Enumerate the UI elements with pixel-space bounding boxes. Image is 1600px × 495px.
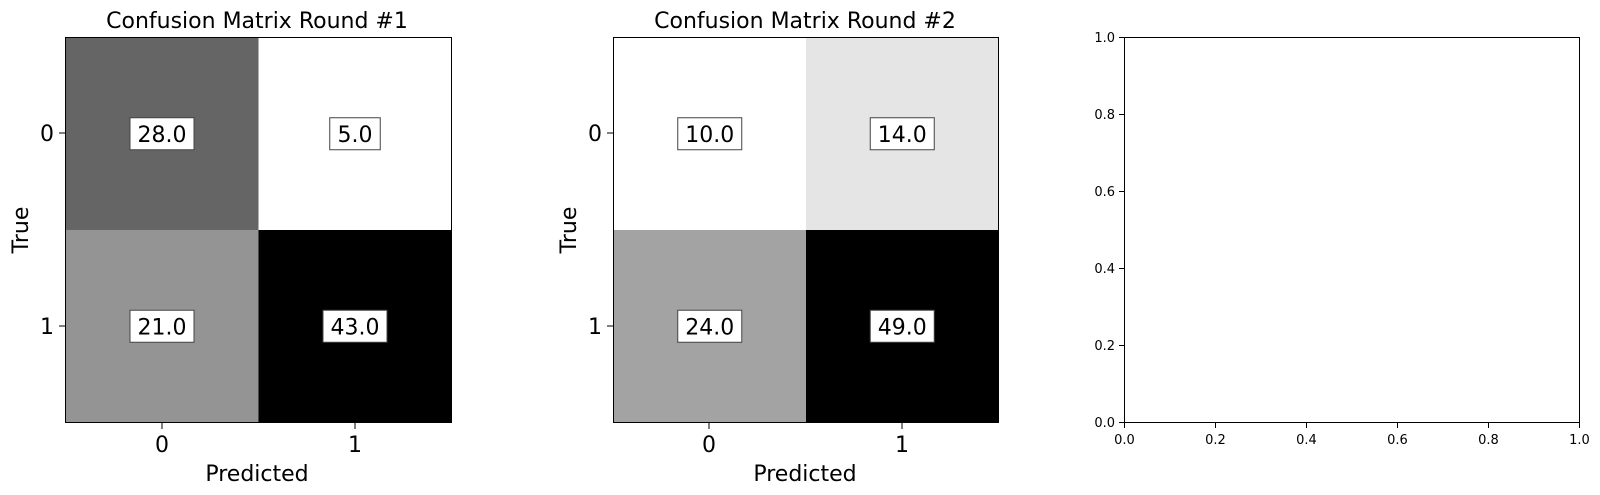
y-ticks-3: 0.0 0.2 0.4 0.6 0.8 1.0: [1094, 31, 1124, 431]
x-tick-label: 0.8: [1478, 433, 1499, 448]
x-tick-label: 1.0: [1569, 433, 1590, 448]
y-tick-label: 0: [40, 122, 54, 147]
confusion-matrix-panel-1: Confusion Matrix Round #1 28.0 5.0 21.0 43.…: [9, 9, 452, 487]
plot-frame-1: [65, 37, 452, 423]
cell-label-box: [129, 309, 195, 343]
x-tick-label: 1: [895, 433, 909, 458]
cell-value-label: 49.0: [878, 315, 927, 340]
x-axis-label-2: Predicted: [753, 462, 856, 487]
cell-value-label: 43.0: [331, 315, 380, 340]
x-ticks-2: 0 1: [702, 423, 909, 458]
x-ticks-3: 0.0 0.2 0.4 0.6 0.8 1.0: [1114, 423, 1590, 448]
cell-label-box: [129, 117, 195, 151]
y-tick-label: 0.0: [1094, 416, 1115, 431]
y-tick-label: 1.0: [1094, 31, 1115, 46]
cell-label-box: [329, 117, 381, 151]
cell-label-box: [869, 309, 935, 343]
cell-label-box: [677, 117, 743, 151]
x-axis-label-1: Predicted: [205, 462, 308, 487]
y-tick-label: 0: [588, 122, 602, 147]
y-axis-label-2: True: [557, 207, 582, 255]
x-ticks-1: 0 1: [155, 423, 362, 458]
y-tick-label: 1: [40, 315, 54, 340]
cell-value-label: 21.0: [138, 315, 187, 340]
chart-title-1: Confusion Matrix Round #1: [106, 9, 408, 34]
y-tick-label: 0.6: [1094, 185, 1115, 200]
y-ticks-1: 0 1: [40, 122, 65, 340]
cell-label-box: [869, 117, 935, 151]
cell-value-label: 10.0: [685, 123, 734, 148]
cell-value-label: 14.0: [878, 123, 927, 148]
y-tick-label: 0.4: [1094, 262, 1115, 277]
cell-label-box: [677, 309, 743, 343]
heatmap-cells-1: 28.0 5.0 21.0 43.0: [65, 37, 452, 423]
x-tick-label: 0: [702, 433, 716, 458]
cell-value-label: 28.0: [138, 123, 187, 148]
y-tick-label: 0.2: [1094, 339, 1115, 354]
cell-label-box: [322, 309, 388, 343]
plot-frame-2: [613, 37, 999, 423]
x-tick-label: 0.2: [1205, 433, 1226, 448]
y-tick-label: 0.8: [1094, 108, 1115, 123]
x-tick-label: 0.0: [1114, 433, 1135, 448]
chart-title-2: Confusion Matrix Round #2: [654, 9, 956, 34]
plot-frame-3: [1124, 37, 1580, 423]
cell-value-label: 5.0: [338, 123, 373, 148]
x-tick-label: 0: [155, 433, 169, 458]
empty-axes-panel: 0.0 0.2 0.4 0.6 0.8 1.0 0.0 0.2 0.4 0.6 …: [1094, 31, 1590, 448]
y-axis-label-1: True: [9, 207, 34, 255]
heatmap-cells-2: 10.0 14.0 24.0 49.0: [613, 37, 999, 423]
cell-value-label: 24.0: [685, 315, 734, 340]
x-tick-label: 0.6: [1387, 433, 1408, 448]
y-tick-label: 1: [588, 315, 602, 340]
x-tick-label: 1: [348, 433, 362, 458]
confusion-matrix-panel-2: Confusion Matrix Round #2 10.0 14.0 24.0 49…: [557, 9, 999, 487]
y-ticks-2: 0 1: [588, 122, 613, 340]
x-tick-label: 0.4: [1296, 433, 1317, 448]
